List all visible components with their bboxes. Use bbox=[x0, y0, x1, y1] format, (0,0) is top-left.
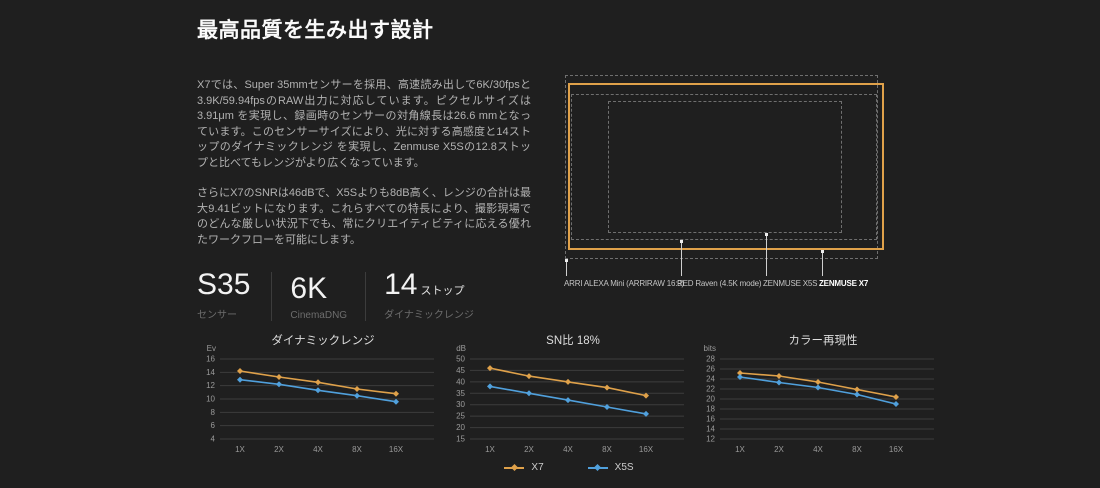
svg-text:30: 30 bbox=[456, 400, 465, 409]
stat-resolution-label: CinemaDNG bbox=[290, 310, 348, 321]
sensor-rect-arri-alexa bbox=[565, 75, 878, 259]
svg-text:26: 26 bbox=[706, 365, 715, 374]
svg-text:2X: 2X bbox=[524, 445, 534, 454]
chart-legend: X7 X5S bbox=[186, 462, 952, 473]
chart-dynamic-range-title: ダイナミックレンジ bbox=[271, 335, 375, 347]
svg-text:16X: 16X bbox=[389, 445, 404, 454]
stat-dynamic-range-value: 14 bbox=[384, 268, 418, 301]
svg-text:16: 16 bbox=[706, 415, 715, 424]
svg-text:10: 10 bbox=[206, 395, 215, 404]
svg-text:8X: 8X bbox=[602, 445, 612, 454]
stat-divider bbox=[365, 272, 367, 321]
chart-snr-plot: 50 45 40 35 30 25 20 15 1X 2X 4X 8X 16X bbox=[456, 355, 684, 454]
legend-item-x7: X7 bbox=[504, 462, 544, 473]
svg-text:35: 35 bbox=[456, 389, 465, 398]
svg-text:4: 4 bbox=[211, 435, 216, 444]
chart-dynamic-range-plot: 16 14 12 10 8 6 4 1X 2X 4X 8X 16X bbox=[206, 355, 434, 454]
chart-color-reproduction-title: カラー再現性 bbox=[788, 335, 858, 347]
stat-sensor: S35 センサー bbox=[197, 268, 253, 322]
callout-line-raven bbox=[680, 240, 683, 276]
intro-column: 最高品質を生み出す設計 X7では、Super 35mmセンサーを採用、高速読み出… bbox=[197, 14, 531, 321]
svg-text:1X: 1X bbox=[485, 445, 495, 454]
diagram-label-x7: ZENMUSE X7 bbox=[819, 279, 869, 288]
chart-color-reproduction-unit: bits bbox=[703, 344, 716, 353]
svg-text:1X: 1X bbox=[235, 445, 245, 454]
legend-label-x5s: X5S bbox=[614, 462, 634, 473]
diagram-label-raven: RED Raven (4.5K mode) bbox=[677, 279, 762, 288]
svg-text:40: 40 bbox=[456, 377, 465, 386]
stat-dynamic-range-suffix: ストップ bbox=[420, 285, 465, 297]
diagram-label-arri: ARRI ALEXA Mini (ARRIRAW 16:9) bbox=[564, 279, 684, 288]
svg-text:4X: 4X bbox=[563, 445, 573, 454]
svg-text:28: 28 bbox=[706, 355, 715, 364]
svg-text:24: 24 bbox=[706, 375, 715, 384]
stat-dynamic-range-label: ダイナミックレンジ bbox=[384, 310, 474, 321]
svg-text:20: 20 bbox=[456, 423, 465, 432]
chart-snr-title: SN比 18% bbox=[546, 335, 600, 347]
charts-row: Ev ダイナミックレンジ 16 14 12 10 8 6 4 1X 2X 4X 8X 16X dB S… bbox=[186, 332, 940, 455]
svg-text:45: 45 bbox=[456, 366, 465, 375]
svg-text:22: 22 bbox=[706, 385, 715, 394]
sensor-rect-zenmuse-x5s bbox=[608, 101, 842, 233]
svg-text:16X: 16X bbox=[639, 445, 654, 454]
svg-text:6: 6 bbox=[211, 421, 216, 430]
callout-line-arri bbox=[565, 259, 568, 276]
stat-sensor-value: S35 bbox=[197, 268, 251, 301]
svg-text:14: 14 bbox=[206, 368, 215, 377]
callout-line-x5s bbox=[765, 233, 768, 276]
stat-resolution: 6K CinemaDNG bbox=[290, 270, 348, 322]
svg-text:4X: 4X bbox=[313, 445, 323, 454]
svg-text:20: 20 bbox=[706, 395, 715, 404]
spec-stats-row: S35 センサー 6K CinemaDNG 14 ストップ ダイナミックレ bbox=[197, 270, 531, 321]
chart-dynamic-range: Ev ダイナミックレンジ 16 14 12 10 8 6 4 1X 2X 4X 8X 16X bbox=[186, 332, 440, 455]
section-title: 最高品質を生み出す設計 bbox=[197, 19, 434, 42]
legend-label-x7: X7 bbox=[531, 462, 544, 473]
callout-line-x7 bbox=[821, 250, 824, 276]
sensor-size-diagram: ARRI ALEXA Mini (ARRIRAW 16:9) RED Raven… bbox=[558, 70, 898, 290]
diagram-label-x5s: ZENMUSE X5S bbox=[763, 279, 818, 288]
legend-line-marker-x5s bbox=[587, 463, 608, 472]
svg-text:1X: 1X bbox=[735, 445, 745, 454]
svg-text:2X: 2X bbox=[274, 445, 284, 454]
legend-line-marker-x7 bbox=[504, 463, 525, 472]
sensor-rect-red-raven bbox=[571, 94, 877, 240]
legend-item-x5s: X5S bbox=[587, 462, 634, 473]
stat-dynamic-range: 14 ストップ ダイナミックレンジ bbox=[384, 268, 474, 322]
svg-text:12: 12 bbox=[706, 435, 715, 444]
svg-text:2X: 2X bbox=[774, 445, 784, 454]
svg-text:8X: 8X bbox=[852, 445, 862, 454]
stat-divider bbox=[271, 272, 273, 321]
intro-paragraph-1: X7では、Super 35mmセンサーを採用、高速読み出しで6K/30fpsと3… bbox=[197, 79, 531, 169]
svg-text:18: 18 bbox=[706, 405, 715, 414]
sensor-rect-zenmuse-x7 bbox=[568, 83, 884, 250]
svg-text:15: 15 bbox=[456, 435, 465, 444]
svg-text:16: 16 bbox=[206, 355, 215, 364]
svg-text:50: 50 bbox=[456, 355, 465, 364]
svg-text:25: 25 bbox=[456, 412, 465, 421]
svg-text:4X: 4X bbox=[813, 445, 823, 454]
stat-sensor-label: センサー bbox=[197, 310, 237, 321]
svg-text:14: 14 bbox=[706, 425, 715, 434]
chart-color-reproduction: bits カラー再現性 28 26 24 22 20 18 16 14 12 1X 2X 4X 8X 16… bbox=[686, 332, 940, 455]
intro-paragraph-2: さらにX7のSNRは46dBで、X5Sよりも8dB高く、レンジの合計は最大9.4… bbox=[197, 187, 531, 246]
svg-text:16X: 16X bbox=[889, 445, 904, 454]
chart-snr: dB SN比 18% 50 45 40 35 30 25 20 15 1X 2X 4X 8X 16X bbox=[436, 332, 690, 455]
svg-text:8X: 8X bbox=[352, 445, 362, 454]
chart-snr-unit: dB bbox=[456, 344, 466, 353]
svg-text:8: 8 bbox=[211, 408, 216, 417]
svg-text:12: 12 bbox=[206, 381, 215, 390]
chart-dynamic-range-unit: Ev bbox=[206, 344, 216, 353]
stat-resolution-value: 6K bbox=[290, 272, 328, 305]
